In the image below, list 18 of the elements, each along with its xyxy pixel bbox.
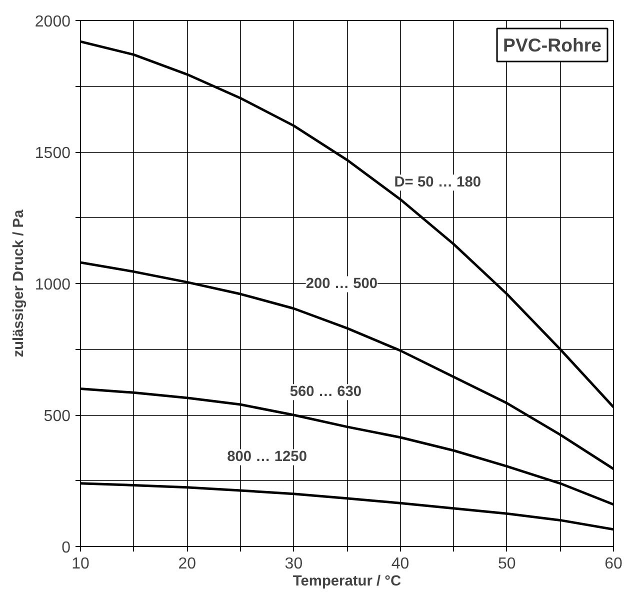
x-tick-label: 50 xyxy=(498,556,516,572)
x-tick-label: 30 xyxy=(284,556,303,572)
y-tick-label: 1000 xyxy=(34,276,71,294)
y-tick-label: 0 xyxy=(62,540,71,556)
series-label: D= 50 … 180 xyxy=(394,174,482,191)
x-axis-title: Temperatur / °C xyxy=(292,574,402,590)
x-tick-label: 40 xyxy=(391,556,410,572)
series-label: 200 … 500 xyxy=(306,276,378,292)
y-axis-title: zulässiger Druck / Pa xyxy=(10,208,27,358)
series-label: 560 … 630 xyxy=(290,384,362,400)
x-tick-label: 60 xyxy=(604,556,622,572)
text: PVC-Rohre xyxy=(503,34,602,56)
x-tick-label: 20 xyxy=(178,556,196,572)
x-tick-label: 10 xyxy=(72,556,90,572)
y-tick-label: 1500 xyxy=(34,145,71,162)
y-tick-label: 500 xyxy=(44,408,71,425)
series-label: 800 … 1250 xyxy=(227,449,307,466)
y-tick-label: 2000 xyxy=(34,14,71,30)
